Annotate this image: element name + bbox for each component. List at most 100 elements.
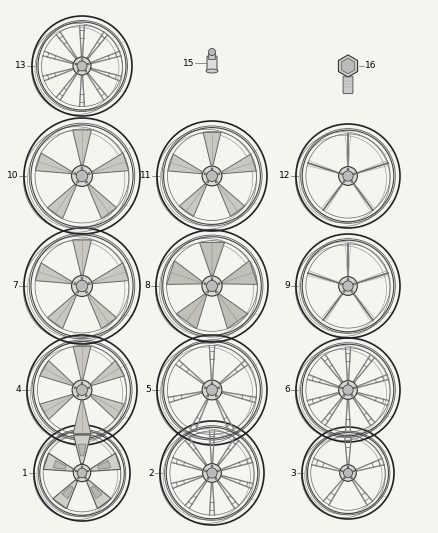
Circle shape <box>204 282 206 285</box>
Text: 6: 6 <box>284 385 290 394</box>
Polygon shape <box>203 132 221 165</box>
Circle shape <box>207 478 209 479</box>
Circle shape <box>78 477 79 479</box>
Text: 7: 7 <box>12 281 18 290</box>
Circle shape <box>341 387 343 389</box>
Polygon shape <box>35 263 71 284</box>
Polygon shape <box>47 295 76 329</box>
Circle shape <box>73 464 91 482</box>
Text: 11: 11 <box>139 172 151 181</box>
Circle shape <box>207 384 217 395</box>
Circle shape <box>215 181 217 183</box>
Text: 3: 3 <box>290 469 296 478</box>
Circle shape <box>77 384 88 395</box>
Circle shape <box>211 382 213 384</box>
Circle shape <box>353 283 355 285</box>
Polygon shape <box>179 184 206 216</box>
Circle shape <box>341 283 343 285</box>
FancyBboxPatch shape <box>207 56 217 72</box>
Circle shape <box>347 168 349 170</box>
Circle shape <box>71 166 92 187</box>
Circle shape <box>88 282 90 285</box>
Circle shape <box>342 470 343 472</box>
Polygon shape <box>88 295 117 329</box>
Text: 16: 16 <box>365 61 377 70</box>
Circle shape <box>77 395 79 397</box>
Text: 8: 8 <box>144 281 150 290</box>
Circle shape <box>85 395 87 397</box>
Polygon shape <box>40 394 73 419</box>
Circle shape <box>87 63 89 65</box>
Circle shape <box>353 387 355 389</box>
Circle shape <box>74 387 76 389</box>
Text: 2: 2 <box>148 469 154 478</box>
Polygon shape <box>87 480 111 508</box>
Circle shape <box>76 280 88 292</box>
Polygon shape <box>341 58 355 74</box>
Circle shape <box>72 380 92 400</box>
Circle shape <box>215 291 217 293</box>
Circle shape <box>343 394 345 397</box>
Circle shape <box>74 173 76 175</box>
Polygon shape <box>40 360 73 385</box>
Circle shape <box>351 394 353 397</box>
Polygon shape <box>217 294 248 329</box>
Circle shape <box>343 181 345 182</box>
Circle shape <box>347 466 349 468</box>
Circle shape <box>215 395 217 397</box>
Circle shape <box>205 470 207 472</box>
Circle shape <box>81 59 83 60</box>
Polygon shape <box>73 346 91 379</box>
Polygon shape <box>98 461 111 469</box>
Circle shape <box>202 380 222 400</box>
Circle shape <box>218 470 219 472</box>
Polygon shape <box>218 184 245 216</box>
Circle shape <box>351 181 353 182</box>
Circle shape <box>203 464 221 482</box>
Text: 10: 10 <box>7 172 18 181</box>
Polygon shape <box>168 154 202 174</box>
Polygon shape <box>53 461 66 469</box>
Circle shape <box>85 181 88 183</box>
Circle shape <box>73 57 91 75</box>
Circle shape <box>215 478 217 479</box>
Circle shape <box>77 469 87 478</box>
Text: 9: 9 <box>284 281 290 290</box>
Circle shape <box>207 468 217 478</box>
Circle shape <box>218 173 220 175</box>
Circle shape <box>351 477 352 479</box>
Circle shape <box>208 49 215 55</box>
Polygon shape <box>199 243 225 275</box>
Circle shape <box>77 181 79 183</box>
Text: 13: 13 <box>14 61 26 70</box>
Circle shape <box>207 181 209 183</box>
Circle shape <box>81 167 83 169</box>
Circle shape <box>353 470 354 472</box>
Circle shape <box>218 282 220 285</box>
Circle shape <box>207 395 209 397</box>
Circle shape <box>202 276 222 296</box>
Circle shape <box>88 387 90 389</box>
Circle shape <box>207 171 217 181</box>
Polygon shape <box>43 453 74 471</box>
Circle shape <box>204 173 206 175</box>
Ellipse shape <box>206 69 218 73</box>
Circle shape <box>85 70 87 72</box>
Text: 12: 12 <box>279 172 290 181</box>
Circle shape <box>339 277 357 295</box>
Polygon shape <box>222 154 256 174</box>
Polygon shape <box>91 486 102 499</box>
Circle shape <box>351 290 353 293</box>
Circle shape <box>75 470 77 472</box>
Polygon shape <box>78 444 86 456</box>
Polygon shape <box>47 184 76 219</box>
Circle shape <box>339 167 357 185</box>
Polygon shape <box>91 453 121 471</box>
Text: 5: 5 <box>145 385 151 394</box>
Circle shape <box>340 465 356 481</box>
Circle shape <box>339 381 357 399</box>
Polygon shape <box>176 294 207 329</box>
Circle shape <box>347 382 349 384</box>
Polygon shape <box>62 486 73 499</box>
Circle shape <box>204 387 206 389</box>
